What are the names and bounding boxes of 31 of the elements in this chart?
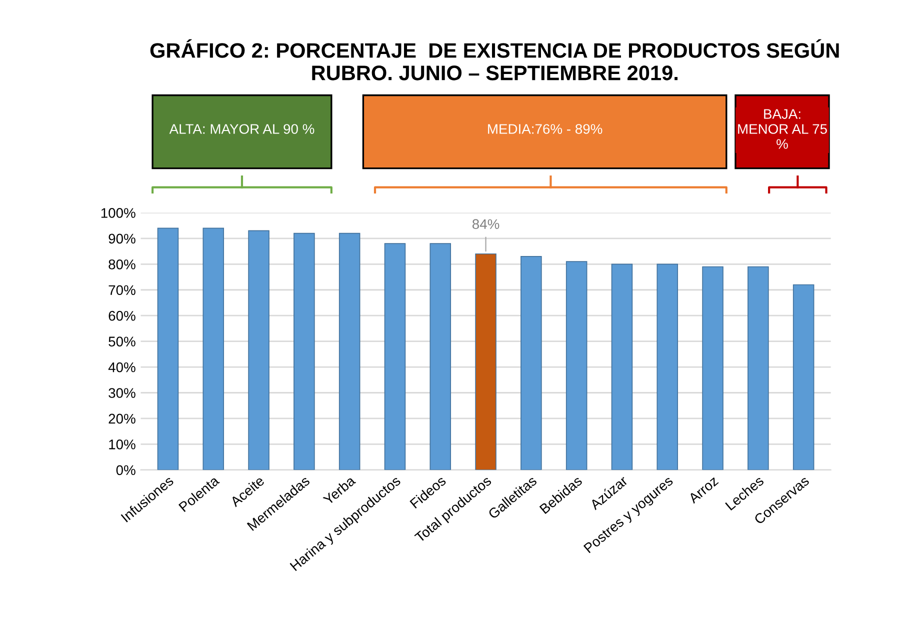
y-tick-label: 70%	[108, 285, 136, 296]
y-tick-label: 30%	[108, 388, 136, 398]
bar	[792, 284, 814, 470]
bar	[338, 232, 360, 470]
y-tick-label: 40%	[108, 362, 136, 372]
data-label: 84%	[472, 219, 500, 230]
y-tick-label: 60%	[108, 310, 136, 321]
y-tick-label: 50%	[108, 336, 136, 346]
y-tick-label: 10%	[109, 440, 136, 450]
bar	[656, 264, 678, 470]
bar	[157, 228, 179, 470]
bar	[202, 228, 224, 470]
bar	[611, 264, 633, 470]
text: BAJA: MENOR AL 75 %	[738, 109, 827, 149]
y-tick-label: 20%	[108, 414, 136, 424]
y-tick-label: 90%	[108, 234, 136, 244]
bar	[384, 243, 406, 470]
text: MEDIA:76% - 89%	[488, 124, 602, 134]
chart-title: GRÁFICO 2: PORCENTAJE DE EXISTENCIA DE PRODUCTOS SEGÚN RUBRO. JUNIO – SEPTIEMBRE 2019.	[150, 39, 839, 80]
bar	[430, 243, 452, 470]
y-tick-label: 100%	[101, 208, 136, 218]
bar	[475, 253, 496, 470]
y-tick-label: 80%	[108, 259, 136, 270]
bar	[520, 256, 542, 470]
text: ALTA: MAYOR AL 90 %	[169, 124, 314, 134]
bar	[748, 266, 769, 470]
y-tick-label: 0%	[116, 465, 136, 476]
bar	[702, 266, 724, 470]
bar	[248, 230, 270, 470]
bar	[566, 261, 588, 470]
bar	[294, 232, 315, 470]
